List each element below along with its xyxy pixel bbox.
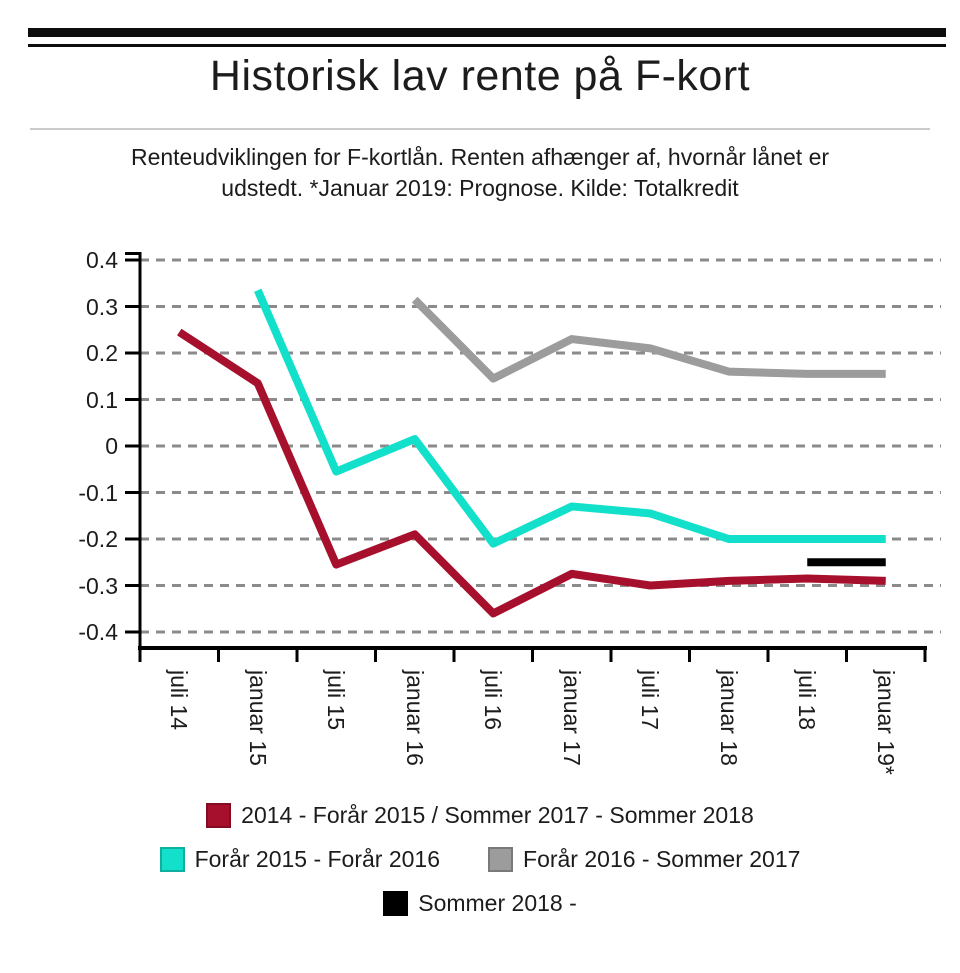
x-axis-label: januar 16 xyxy=(401,670,428,766)
y-axis-label: -0.4 xyxy=(78,619,118,645)
series-line-1 xyxy=(254,288,886,548)
legend-swatch xyxy=(206,803,232,828)
subtitle-line-2: udstedt. *Januar 2019: Prognose. Kilde: … xyxy=(221,175,739,201)
y-axis-label: -0.1 xyxy=(78,479,118,506)
legend-item: 2014 - Forår 2015 / Sommer 2017 - Sommer… xyxy=(206,802,754,829)
legend-item: Forår 2016 - Sommer 2017 xyxy=(488,846,800,873)
legend-row: Forår 2015 - Forår 2016 Forår 2016 - Somm… xyxy=(159,846,800,873)
legend: 2014 - Forår 2015 / Sommer 2017 - Sommer… xyxy=(0,802,960,917)
x-axis-label: januar 19* xyxy=(872,670,899,775)
x-axis-label: juli 14 xyxy=(166,670,193,731)
legend-row: Sommer 2018 - xyxy=(383,890,577,917)
x-axis-label: januar 17 xyxy=(558,670,585,766)
y-axis-label: 0.3 xyxy=(86,293,118,320)
y-axis-label: 0 xyxy=(105,433,118,459)
legend-label: Forår 2015 - Forår 2016 xyxy=(194,846,441,872)
series-line-2 xyxy=(411,296,886,383)
y-axis-label: -0.2 xyxy=(78,526,118,552)
y-axis-label: -0.3 xyxy=(78,572,118,599)
subtitle-line-1: Renteudviklingen for F-kortlån. Renten a… xyxy=(130,144,830,170)
y-axis-label: 0.2 xyxy=(86,340,118,366)
series-line-0 xyxy=(177,328,886,618)
x-axis-label: juli 15 xyxy=(323,670,350,731)
x-axis-label: juli 17 xyxy=(637,670,664,731)
x-axis-label: januar 15 xyxy=(244,670,271,766)
chart-title: Historisk lav rente på F-kort xyxy=(209,52,751,100)
top-rule-thin xyxy=(28,44,946,47)
legend-item: Forår 2015 - Forår 2016 xyxy=(159,846,441,873)
legend-label: Sommer 2018 - xyxy=(418,890,577,916)
chart-subtitle: Renteudviklingen for F-kortlån. Renten a… xyxy=(0,142,960,204)
legend-label: 2014 - Forår 2015 / Sommer 2017 - Sommer… xyxy=(241,802,754,828)
top-rule-thick xyxy=(28,28,946,37)
legend-row: 2014 - Forår 2015 / Sommer 2017 - Sommer… xyxy=(206,802,754,829)
legend-swatch xyxy=(383,891,409,916)
title-divider xyxy=(30,128,930,130)
legend-label: Forår 2016 - Sommer 2017 xyxy=(523,846,801,872)
x-axis-label: januar 18 xyxy=(715,670,742,766)
legend-swatch xyxy=(488,847,514,872)
y-axis-label: 0.4 xyxy=(86,247,118,273)
x-axis-label: juli 16 xyxy=(480,670,507,731)
x-axis-label: juli 18 xyxy=(794,670,821,731)
legend-swatch xyxy=(159,847,185,872)
y-axis-label: 0.1 xyxy=(86,386,118,413)
legend-item: Sommer 2018 - xyxy=(383,890,577,917)
